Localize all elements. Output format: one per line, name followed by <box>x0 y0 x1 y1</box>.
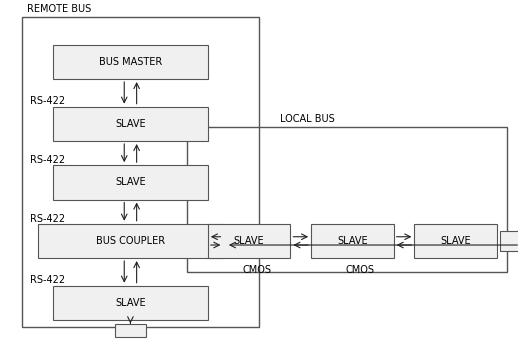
Bar <box>22 17 259 327</box>
Text: SLAVE: SLAVE <box>440 236 471 246</box>
Text: SLAVE: SLAVE <box>115 119 146 129</box>
Text: BUS COUPLER: BUS COUPLER <box>96 236 165 246</box>
FancyBboxPatch shape <box>38 224 224 258</box>
Bar <box>500 231 520 251</box>
FancyBboxPatch shape <box>208 224 291 258</box>
Text: RS-422: RS-422 <box>30 96 65 106</box>
Text: SLAVE: SLAVE <box>115 298 146 308</box>
Text: SLAVE: SLAVE <box>234 236 265 246</box>
FancyBboxPatch shape <box>414 224 497 258</box>
Text: SLAVE: SLAVE <box>337 236 368 246</box>
FancyBboxPatch shape <box>53 285 208 320</box>
Text: RS-422: RS-422 <box>30 214 65 223</box>
FancyBboxPatch shape <box>311 224 394 258</box>
Text: BUS MASTER: BUS MASTER <box>99 57 162 67</box>
Bar <box>115 324 146 337</box>
Text: REMOTE BUS: REMOTE BUS <box>27 3 92 14</box>
FancyBboxPatch shape <box>53 45 208 79</box>
Text: CMOS: CMOS <box>345 265 375 275</box>
Text: SLAVE: SLAVE <box>115 177 146 187</box>
Text: RS-422: RS-422 <box>30 155 65 165</box>
FancyBboxPatch shape <box>53 165 208 200</box>
Text: LOCAL BUS: LOCAL BUS <box>280 114 335 124</box>
FancyBboxPatch shape <box>53 106 208 141</box>
Text: RS-422: RS-422 <box>30 275 65 285</box>
Text: CMOS: CMOS <box>242 265 271 275</box>
Bar <box>187 127 507 272</box>
